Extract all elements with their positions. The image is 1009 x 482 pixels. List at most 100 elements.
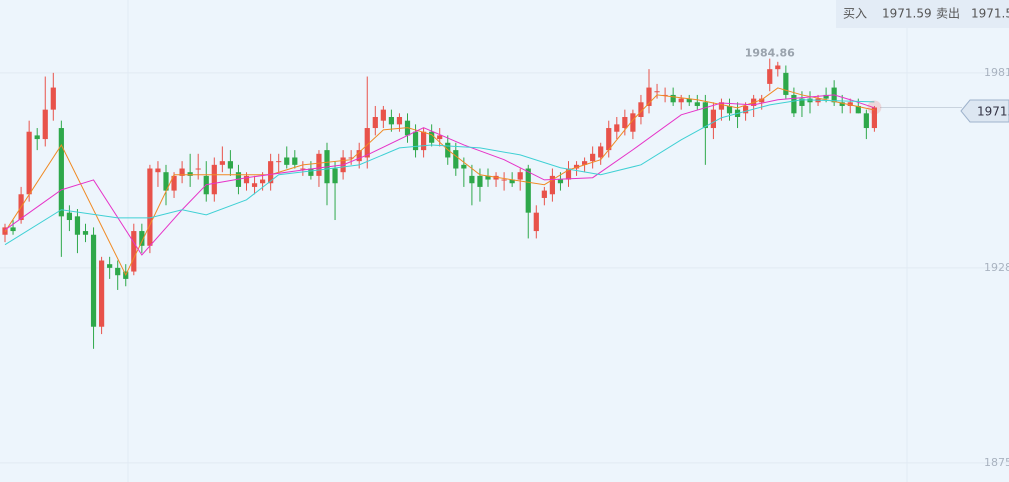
high-label: 1984.86 [745,47,795,60]
candle-body [412,131,419,151]
candle-body [791,94,797,114]
candle-body [759,98,765,103]
candle-body [670,94,676,103]
candle-body [219,161,225,165]
candle-body [268,161,274,184]
price-tag [960,99,1009,123]
moving-average [4,99,875,246]
candle-body [284,157,290,165]
y-tick-label: 1928 [984,261,1009,274]
candle-body [525,168,531,213]
candle-body [863,113,869,129]
candle-body [179,168,185,176]
y-tick-label: 1981 [984,66,1009,79]
buy-price: 1971.59 [882,7,932,21]
last-glow [867,100,882,115]
candle-body [82,231,89,235]
candle-body [372,117,378,129]
candle-body [292,157,298,165]
candle-body [163,172,169,191]
candle-body [115,267,121,276]
candle-body [243,175,250,184]
candle-body [34,135,40,140]
candle-body [380,109,386,121]
candle-body [582,161,588,165]
candle-body [702,102,708,129]
candle-body [308,168,314,176]
candle-body [839,102,845,106]
candle-body [356,150,362,162]
candle-body [606,128,612,151]
candle-body [58,128,64,217]
candle-body [348,157,354,159]
candle-body [871,107,877,129]
candle-body [187,172,193,176]
candle-body [694,102,700,106]
candle-body [50,87,56,110]
candle-body [565,168,572,180]
candle-body [437,135,443,140]
candle-body [573,164,580,169]
candle-body [557,179,564,184]
candle-body [42,109,48,140]
candle-body [99,260,105,327]
candle-body [453,150,459,169]
candle-body [364,128,370,158]
candle-body [74,216,81,235]
candle-body [686,98,692,103]
y-tick-label: 1875 [984,456,1009,469]
buy-label: 买入 [843,7,867,21]
candle-body [388,117,394,125]
candle-body [66,212,72,221]
quote-bar [836,0,1009,28]
candle-body [718,102,725,110]
candle-body [276,161,282,163]
candle-body [743,105,749,114]
candle-body [227,161,233,169]
candle-body [260,179,266,184]
candle-body [477,175,483,187]
candle-body [799,98,805,106]
moving-average [4,94,875,256]
candle-body [767,69,773,84]
sell-label: 卖出 [936,7,960,21]
price-tag-text: 1971.59 [977,105,1009,119]
candle-body [509,179,515,184]
candle-body [775,65,781,70]
candle-body [622,117,628,129]
candle-body [590,153,596,162]
candle-body [855,105,861,114]
candle-body [90,234,97,327]
candle-body [155,168,161,173]
candle-body [396,117,403,125]
candle-body [630,113,636,132]
candle-body [421,131,427,151]
candle-body [678,98,684,103]
candle-body [710,109,716,129]
candle-body [26,131,32,195]
candle-body [726,105,733,114]
candle-body [598,146,604,158]
candle-body [147,168,153,246]
candle-body [501,179,507,181]
candle-body [783,72,789,95]
candle-body [461,164,467,169]
candle-body [195,168,201,170]
candle-body [654,91,660,93]
candle-body [139,231,145,246]
candle-body [549,175,555,195]
candle-body [211,164,217,195]
candle-body [646,87,652,106]
candle-body [131,231,137,272]
candle-body [429,131,435,143]
candle-body [332,168,338,184]
candle-body [107,264,113,268]
candle-body [485,175,491,180]
sell-price: 1971.59 [971,7,1009,21]
candle-body [517,172,523,180]
candle-body [251,183,258,187]
candle-body [541,190,547,198]
